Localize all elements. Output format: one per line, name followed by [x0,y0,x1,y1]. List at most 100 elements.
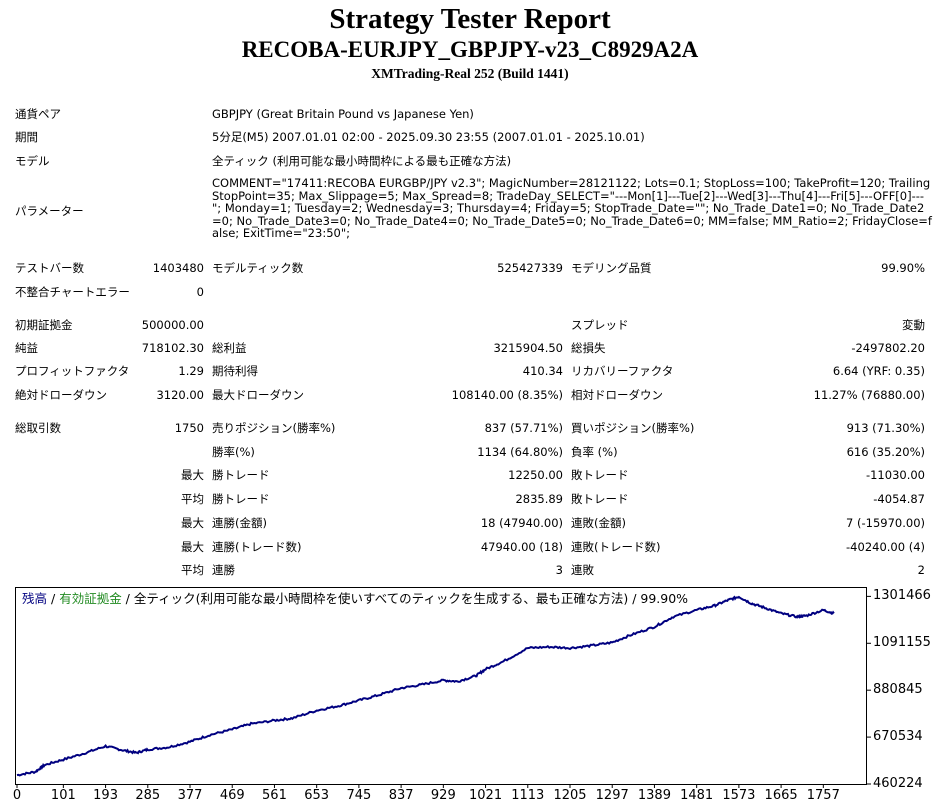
max-prefix: 最大 [181,468,204,482]
long-positions-value: 913 (71.30%) [846,421,925,435]
largest-loss-value: -11030.00 [865,468,925,482]
model-value: 全ティック (利用可能な最小時間枠による最も正確な方法) [212,154,512,168]
server-info: XMTrading-Real 252 (Build 1441) [371,66,569,81]
max-prefix: 最大 [181,540,204,554]
x-tick-label: 1389 [637,788,671,803]
max-consec-wins-label: 連勝(金額) [212,516,267,530]
x-tick-label: 469 [219,788,245,803]
short-positions-value: 837 (57.71%) [484,421,563,435]
balance-line [16,595,835,777]
symbol-label: 通貨ペア [15,107,61,121]
avg-prefix: 平均 [181,563,204,577]
rel-drawdown-label: 相対ドローダウン [571,388,663,402]
legend-equity: 有効証拠金 [59,591,122,606]
expected-payoff-label: 期待利得 [212,364,258,378]
y-tick-label: 880845 [873,682,923,698]
ea-name: RECOBA-EURJPY_GBPJPY-v23_C8929A2A [241,37,699,62]
report-title: Strategy Tester Report [329,3,611,35]
avg-consec-wins-label: 連勝 [212,563,235,577]
balance-chart [15,587,871,788]
x-tick-label: 1573 [722,788,756,803]
gross-loss-value: -2497802.20 [851,341,925,355]
x-tick-label: 837 [388,788,414,803]
spread-label: スプレッド [571,318,629,332]
total-trades-label: 総取引数 [15,421,61,435]
gross-loss-label: 総損失 [571,341,606,355]
max-prefix: 最大 [181,516,204,530]
x-tick-label: 285 [135,788,161,803]
spread-value: 変動 [902,318,925,332]
x-tick-label: 561 [262,788,287,803]
abs-drawdown-label: 絶対ドローダウン [15,388,107,402]
model-label: モデル [15,154,50,168]
recovery-factor-label: リカバリーファクタ [571,364,674,378]
max-consec-losses-label: 連敗(金額) [571,516,626,530]
max-drawdown-value: 108140.00 (8.35%) [451,388,563,402]
expected-payoff-value: 410.34 [522,364,563,378]
period-value: 5分足(M5) 2007.01.01 02:00 - 2025.09.30 23… [212,130,645,144]
y-tick-label: 1301466 [873,588,931,604]
bars-value: 1403480 [152,261,204,275]
long-positions-label: 買いポジション(勝率%) [571,421,695,435]
recovery-factor-value: 6.64 (YRF: 0.35) [832,364,925,378]
gross-profit-label: 総利益 [212,341,247,355]
chart-legend: 残高 / 有効証拠金 / 全ティック(利用可能な最小時間枠を使いすべてのティック… [22,591,688,607]
x-tick-label: 1113 [511,788,545,803]
x-tick-label: 101 [50,788,76,803]
profit-factor-label: プロフィットファクタ [15,364,130,378]
max-consec-profit-label: 連勝(トレード数) [212,540,302,554]
x-tick-label: 745 [346,788,372,803]
avg-win-label: 勝トレード [212,492,270,506]
net-profit-label: 純益 [15,341,38,355]
profit-factor-value: 1.29 [178,364,204,378]
mismatch-value: 0 [196,285,204,299]
ticks-label: モデルティック数 [212,261,304,275]
x-tick-label: 193 [93,788,118,803]
chart-frame [15,587,867,785]
period-label: 期間 [15,130,38,144]
win-rate-label: 勝率(%) [212,445,255,459]
legend-rest: / 全ティック(利用可能な最小時間枠を使いすべてのティックを生成する、最も正確な… [121,591,689,606]
deposit-value: 500000.00 [141,318,204,332]
symbol-value: GBPJPY (Great Britain Pound vs Japanese … [212,107,474,121]
total-trades-value: 1750 [174,421,204,435]
net-profit-value: 718102.30 [141,341,204,355]
x-tick-label: 377 [177,788,203,803]
gross-profit-value: 3215904.50 [493,341,563,355]
largest-win-label: 勝トレード [212,468,270,482]
avg-loss-value: -4054.87 [873,492,925,506]
max-consec-profit-value: 47940.00 (18) [480,540,563,554]
params-value: COMMENT="17411:RECOBA EURGBP/JPY v2.3"; … [212,176,932,241]
rel-drawdown-value: 11.27% (76880.00) [813,388,925,402]
mismatch-label: 不整合チャートエラー [15,285,130,299]
avg-loss-label: 敗トレード [571,492,629,506]
max-consec-wins-value: 18 (47940.00) [480,516,563,530]
avg-consec-wins-value: 3 [555,563,563,577]
x-tick-label: 653 [304,788,330,803]
y-tick-label: 460224 [873,776,923,791]
x-tick-label: 1021 [469,788,503,803]
avg-win-value: 2835.89 [515,492,563,506]
win-rate-value: 1134 (64.80%) [477,445,563,459]
largest-win-value: 12250.00 [508,468,563,482]
avg-consec-losses-label: 連敗 [571,563,594,577]
y-tick-marks [866,595,871,785]
max-consec-loss-value: -40240.00 (4) [846,540,925,554]
x-tick-label: 1665 [764,788,798,803]
x-tick-label: 1481 [680,788,714,803]
deposit-label: 初期証拠金 [15,318,73,332]
max-consec-loss-label: 連敗(トレード数) [571,540,661,554]
abs-drawdown-value: 3120.00 [156,388,204,402]
quality-value: 99.90% [881,261,925,275]
x-tick-label: 929 [430,788,456,803]
y-tick-label: 1091155 [873,635,931,651]
avg-consec-losses-value: 2 [917,563,925,577]
legend-sep: / [47,591,60,606]
x-tick-label: 1757 [806,788,840,803]
avg-prefix: 平均 [181,492,204,506]
legend-balance: 残高 [22,591,48,606]
quality-label: モデリング品質 [571,261,652,275]
x-tick-label: 1297 [595,788,629,803]
ticks-value: 525427339 [497,261,563,275]
y-tick-label: 670534 [873,729,923,745]
